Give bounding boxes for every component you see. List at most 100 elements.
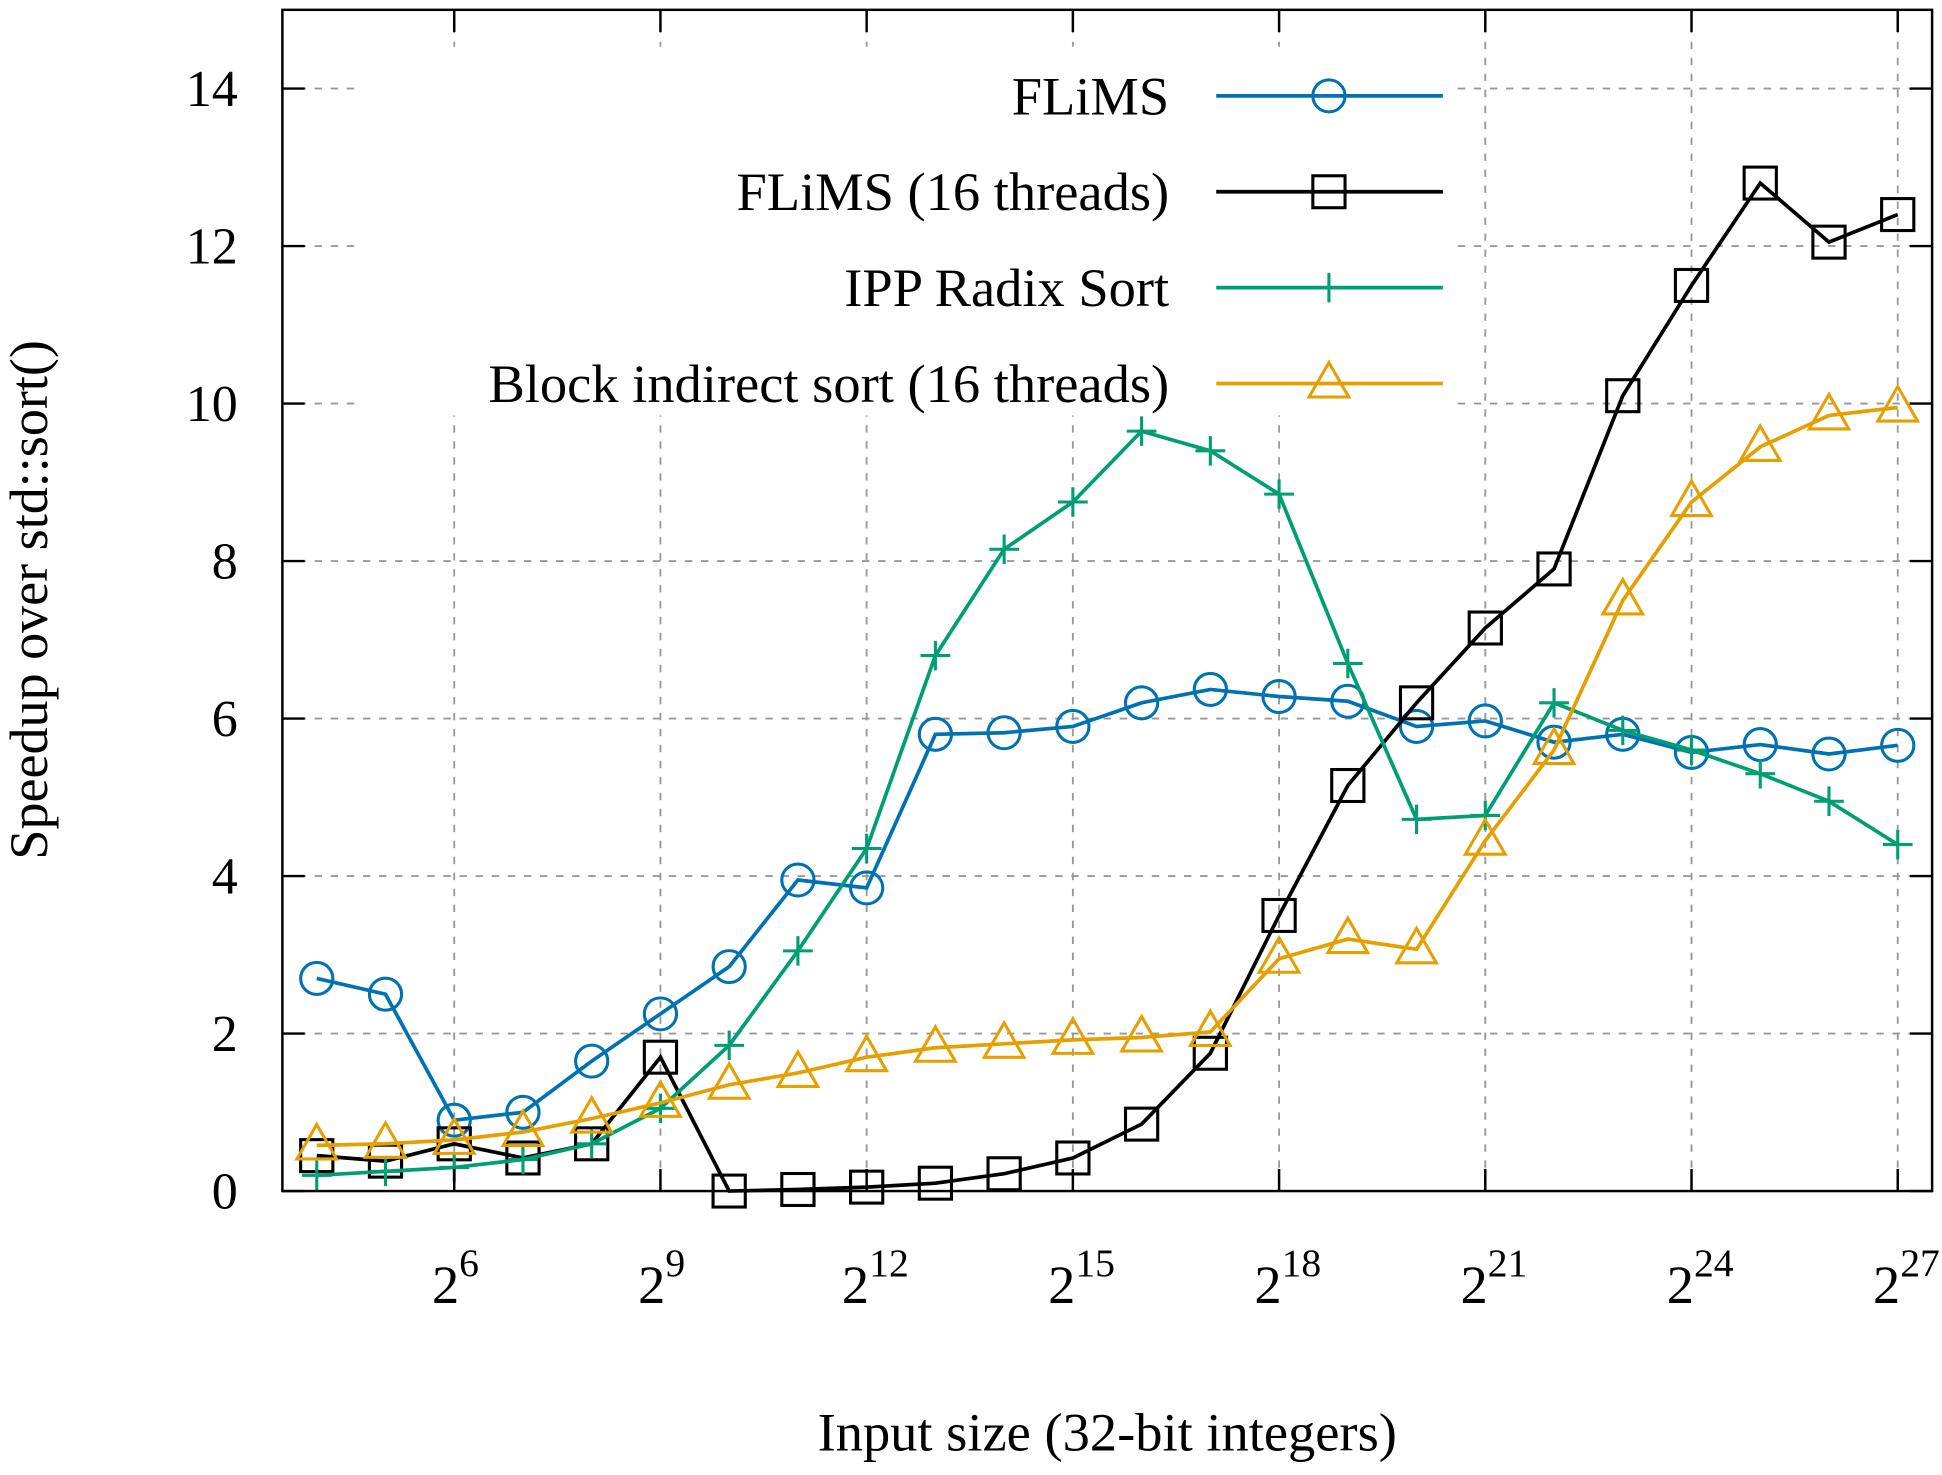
plus-marker [920, 640, 951, 671]
square-marker [1605, 378, 1641, 414]
square-marker [1880, 197, 1916, 233]
plus-marker [576, 1129, 607, 1159]
plus-marker [1539, 688, 1569, 718]
plus-marker [1882, 829, 1913, 860]
x-tick-label: 29 [638, 1241, 685, 1315]
circle-marker [780, 862, 816, 898]
triangle-marker [981, 1019, 1027, 1059]
circle-marker [505, 1094, 541, 1130]
y-axis-label: Speedup over std::sort() [0, 340, 59, 859]
triangle-marker [1531, 726, 1577, 766]
circle-marker [1880, 727, 1916, 763]
series-line [316, 405, 1898, 1148]
triangle-marker [1394, 925, 1440, 965]
triangle-marker [500, 1108, 546, 1148]
square-marker [1192, 1035, 1228, 1071]
series-line [316, 687, 1898, 1123]
y-tick-label: 14 [186, 61, 238, 118]
y-tick-label: 12 [186, 218, 238, 275]
x-tick-label: 26 [432, 1241, 479, 1315]
triangle-marker [1806, 391, 1852, 431]
triangle-marker [1306, 359, 1352, 399]
triangle-marker [363, 1119, 408, 1159]
circle-marker [1123, 685, 1160, 721]
plus-marker [1332, 648, 1363, 679]
plus-marker [851, 833, 882, 864]
x-tick-label: 221 [1461, 1241, 1528, 1315]
plus-marker [508, 1144, 538, 1175]
triangle-marker [1875, 383, 1921, 423]
circle-marker [1398, 708, 1435, 744]
square-marker [780, 1171, 816, 1208]
plus-marker [1470, 800, 1501, 831]
circle-marker [1467, 703, 1503, 739]
plus-marker [1126, 416, 1157, 446]
square-marker [1673, 267, 1710, 303]
y-tick-label: 0 [212, 1163, 238, 1220]
circle-marker [574, 1043, 610, 1079]
plus-marker [1401, 804, 1432, 835]
square-marker [1330, 767, 1366, 804]
square-marker [1261, 897, 1297, 933]
square-marker [574, 1126, 610, 1162]
plus-marker [783, 936, 813, 966]
plot-frame [281, 8, 1934, 1193]
x-tick-label: 215 [1048, 1241, 1115, 1315]
triangle-marker [431, 1115, 477, 1155]
y-tick-label: 2 [212, 1006, 238, 1063]
plus-marker [1814, 786, 1844, 817]
circle-marker [917, 716, 954, 752]
legend: FLiMS FLiMS (16 threads) IPP Radix Sort Blo… [488, 66, 1443, 414]
triangle-marker [1737, 422, 1783, 462]
circle-marker [367, 976, 404, 1012]
circle-marker [849, 870, 885, 906]
square-marker [1536, 551, 1572, 587]
circle-marker [1192, 671, 1228, 707]
y-tick-label: 4 [212, 848, 238, 905]
plus-marker [645, 1093, 676, 1124]
plus-marker [1607, 715, 1638, 746]
y-tick-label: 6 [212, 691, 238, 748]
circle-marker [436, 1102, 472, 1138]
triangle-marker [1325, 915, 1371, 955]
plus-marker [1058, 487, 1088, 517]
circle-marker [642, 996, 679, 1032]
plus-marker [1195, 436, 1226, 466]
triangle-marker [1600, 576, 1646, 616]
circle-marker [299, 960, 335, 996]
square-marker [1742, 165, 1778, 201]
square-marker [642, 1039, 679, 1075]
plus-marker [301, 1160, 332, 1191]
triangle-marker [1669, 478, 1714, 518]
triangle-marker [1119, 1013, 1165, 1053]
series-line [316, 429, 1899, 1178]
plus-marker [714, 1030, 745, 1061]
triangle-marker [569, 1094, 615, 1134]
series-2 [301, 416, 1913, 1191]
circle-marker [1261, 679, 1297, 715]
triangle-marker [1187, 1007, 1233, 1048]
plus-marker [1264, 479, 1294, 509]
square-marker [1811, 224, 1847, 260]
legend-background [359, 46, 1456, 416]
series-layer [294, 165, 1921, 1209]
triangle-marker [844, 1033, 890, 1073]
x-tick-label: 212 [842, 1241, 909, 1315]
triangle-marker [1462, 816, 1508, 856]
plus-marker [1676, 735, 1707, 765]
x-axis-label: Input size (32-bit integers) [818, 1403, 1397, 1463]
plus-marker [989, 534, 1019, 565]
circle-marker [711, 949, 747, 985]
square-marker [1123, 1106, 1160, 1142]
square-marker [986, 1156, 1022, 1192]
legend-label: Block indirect sort (16 threads) [488, 354, 1169, 414]
y-tick-label: 10 [186, 376, 238, 433]
triangle-marker [1050, 1015, 1096, 1055]
plus-marker [1745, 758, 1776, 789]
circle-marker [1311, 78, 1347, 114]
legend-label: IPP Radix Sort [844, 258, 1169, 318]
series-0 [299, 671, 1916, 1138]
plus-marker [1314, 272, 1344, 303]
circle-marker [986, 715, 1022, 751]
